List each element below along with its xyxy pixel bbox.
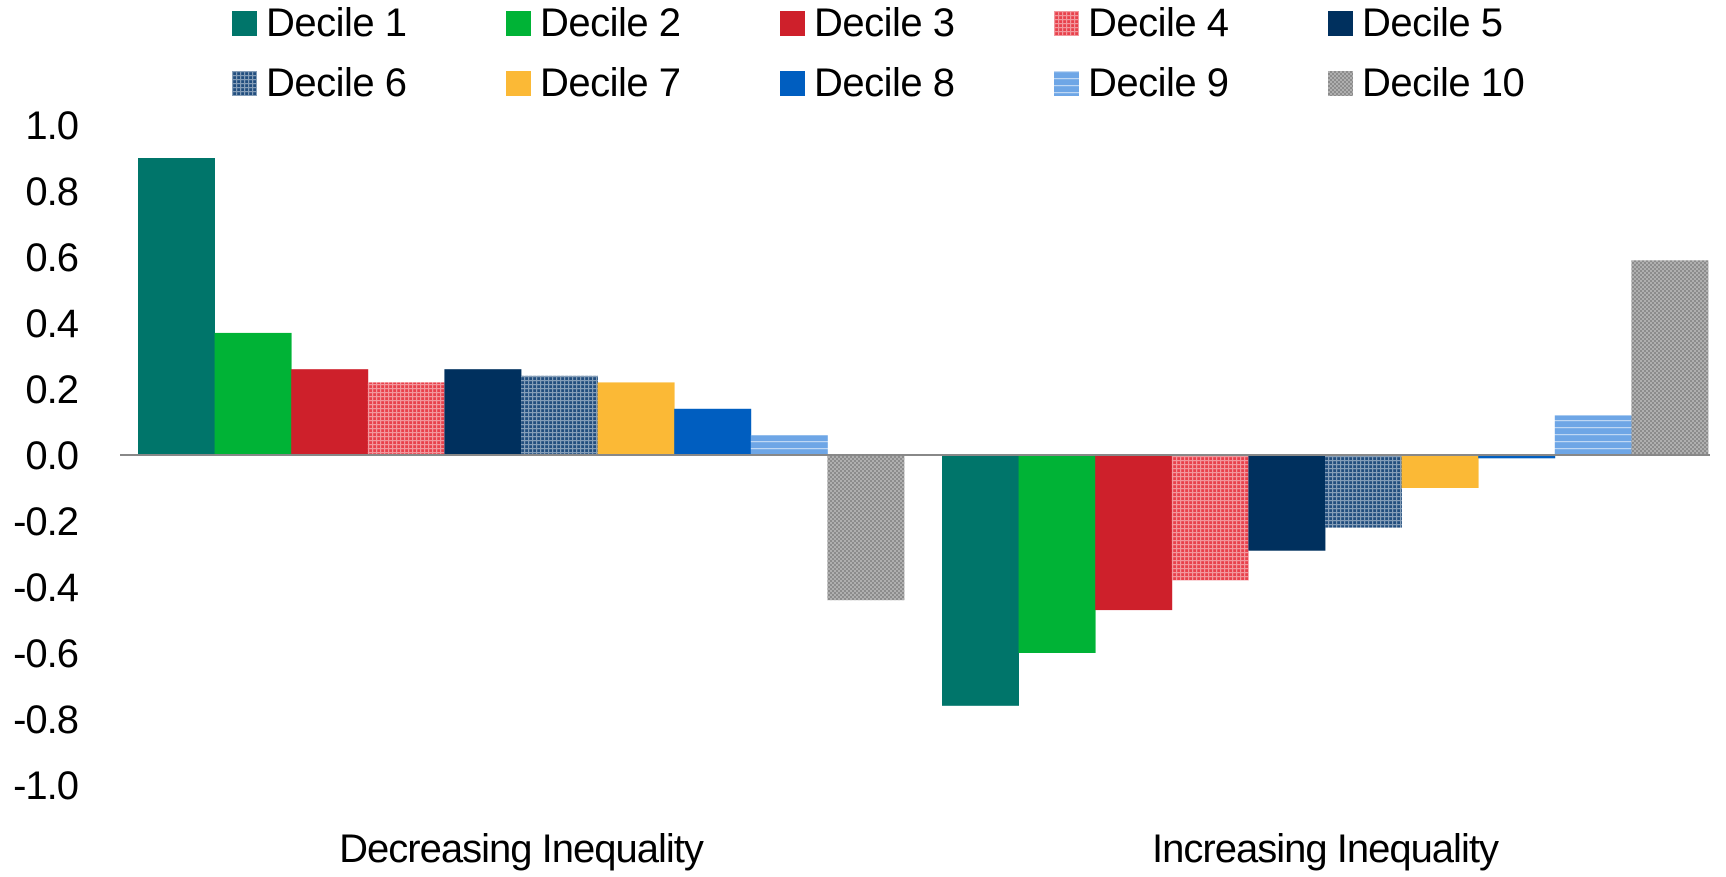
y-tick-label: -0.6 [13, 632, 78, 676]
legend-label: Decile 4 [1088, 0, 1229, 45]
x-category-label: Increasing Inequality [1152, 827, 1499, 871]
legend-item-decile-2: Decile 2 [506, 0, 681, 48]
legend-label: Decile 8 [814, 60, 955, 105]
legend-swatch [1328, 10, 1353, 36]
y-tick-label: -0.2 [13, 500, 78, 544]
legend-swatch [780, 70, 805, 96]
legend-label: Decile 9 [1088, 60, 1229, 105]
legend-label: Decile 7 [540, 60, 681, 105]
bar-decile-4-decreasing [367, 382, 445, 455]
bar-decile-8-decreasing [674, 408, 752, 455]
bar-decile-3-increasing [1095, 455, 1173, 611]
bar-decile-10-decreasing [827, 455, 905, 601]
bar-decile-2-decreasing [214, 332, 292, 455]
legend-item-decile-10: Decile 10 [1328, 58, 1525, 108]
bar-decile-1-increasing [942, 455, 1019, 706]
legend-label: Decile 6 [266, 60, 407, 105]
legend-swatch [780, 10, 805, 36]
bar-decile-7-decreasing [597, 382, 675, 455]
y-tick-label: 0.6 [25, 236, 78, 280]
legend-item-decile-5: Decile 5 [1328, 0, 1503, 48]
legend-swatch [1054, 70, 1079, 96]
legend-label: Decile 1 [266, 0, 407, 45]
x-category-label: Decreasing Inequality [339, 827, 704, 871]
y-tick-label: -0.4 [13, 566, 79, 610]
legend-swatch [506, 70, 531, 96]
y-tick-label: 0.8 [25, 170, 78, 214]
legend-label: Decile 3 [814, 0, 955, 45]
legend: Decile 1 Decile 2 Decile 3 Decile 4 Decile 5… [232, 0, 1632, 110]
bar-decile-6-decreasing [521, 375, 598, 455]
y-tick-label: 0.2 [25, 368, 78, 412]
legend-swatch [232, 10, 257, 36]
legend-swatch [1054, 10, 1079, 36]
bar-decile-7-increasing [1401, 455, 1479, 488]
y-tick-label: 0.4 [25, 302, 78, 346]
y-tick-label: -0.8 [13, 698, 78, 742]
y-tick-label: 0.0 [25, 434, 78, 478]
legend-label: Decile 2 [540, 0, 681, 45]
bar-decile-8-increasing [1478, 455, 1556, 459]
bars [138, 158, 1709, 706]
bar-decile-2-increasing [1018, 455, 1096, 653]
x-axis: Decreasing Inequality Increasing Inequali… [339, 827, 1500, 871]
y-tick-label: 1.0 [25, 104, 78, 148]
bar-decile-5-decreasing [444, 369, 522, 455]
bar-decile-5-increasing [1248, 455, 1326, 551]
bar-decile-10-increasing [1631, 260, 1709, 455]
bar-decile-3-decreasing [291, 369, 369, 455]
legend-item-decile-6: Decile 6 [232, 58, 407, 108]
legend-label: Decile 5 [1362, 0, 1503, 45]
legend-item-decile-8: Decile 8 [780, 58, 955, 108]
legend-item-decile-4: Decile 4 [1054, 0, 1229, 48]
legend-label: Decile 10 [1362, 60, 1525, 105]
bar-decile-6-increasing [1325, 455, 1402, 528]
legend-item-decile-7: Decile 7 [506, 58, 681, 108]
legend-swatch [506, 10, 531, 36]
y-tick-label: -1.0 [13, 764, 78, 808]
bar-decile-9-increasing [1554, 415, 1632, 455]
bar-decile-9-decreasing [750, 435, 828, 455]
legend-swatch [1328, 70, 1353, 96]
bar-decile-4-increasing [1171, 455, 1249, 581]
legend-item-decile-1: Decile 1 [232, 0, 407, 48]
legend-item-decile-9: Decile 9 [1054, 58, 1229, 108]
legend-swatch [232, 70, 257, 96]
legend-item-decile-3: Decile 3 [780, 0, 955, 48]
bar-decile-1-decreasing [138, 158, 215, 455]
y-axis: 1.0 0.8 0.6 0.4 0.2 0.0 -0.2 -0.4 -0.6 -0.8 -1.0 [13, 104, 80, 808]
